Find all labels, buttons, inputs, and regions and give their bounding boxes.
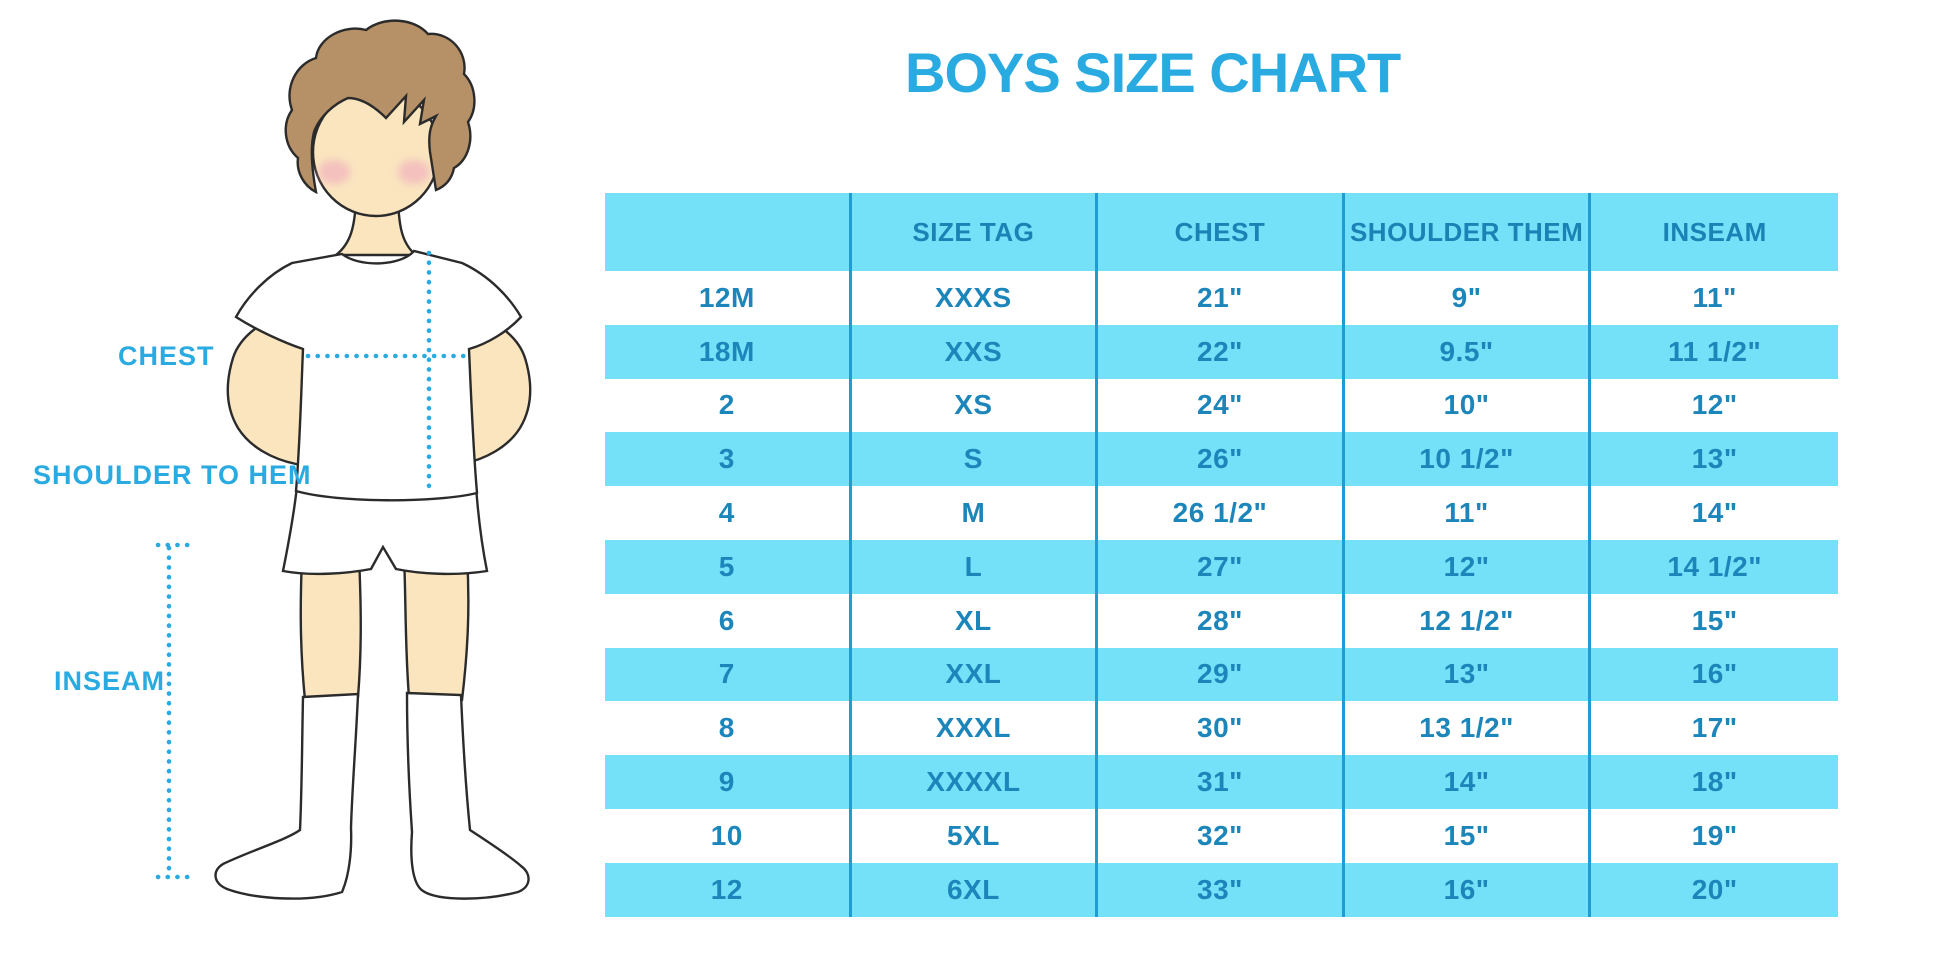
table-cell: 26" <box>1098 432 1345 487</box>
column-header <box>605 193 852 271</box>
size-table: SIZE TAG CHEST SHOULDER THEM INSEAM 12M XXXS 2… <box>605 193 1838 917</box>
table-cell: 11" <box>1692 281 1737 313</box>
table-row: 9 XXXXL 31" 14" 18" <box>605 755 1838 809</box>
table-cell: 11" <box>1345 486 1592 540</box>
table-row: 12 6XL 33" 16" 20" <box>605 862 1838 917</box>
table-cell: 16" <box>1691 658 1738 690</box>
table-cell: 18M <box>605 324 852 379</box>
table-cell: 4 <box>605 486 852 540</box>
table-cell: 18" <box>1691 766 1738 798</box>
inseam-label: INSEAM <box>54 666 166 696</box>
table-cell: 14 1/2" <box>1667 550 1762 582</box>
table-cell: 21" <box>1098 271 1345 325</box>
page-title: BOYS SIZE CHART <box>905 41 1401 104</box>
table-cell: 15" <box>1691 604 1738 636</box>
table-row: 3 S 26" 10 1/2" 13" <box>605 432 1838 487</box>
right-sock <box>405 691 530 900</box>
table-cell: 9 <box>605 755 852 809</box>
table-cell: S <box>852 432 1099 487</box>
table-cell: 13" <box>1345 647 1592 702</box>
table-cell: 20" <box>1691 873 1738 905</box>
table-cell: L <box>852 539 1099 594</box>
table-cell: 12" <box>1345 539 1592 594</box>
table-cell: 27" <box>1098 539 1345 594</box>
table-cell: 24" <box>1098 378 1345 433</box>
table-row: 6 XL 28" 12 1/2" 15" <box>605 593 1838 648</box>
table-cell: 6XL <box>852 862 1099 917</box>
table-row: 8 XXXL 30" 13 1/2" 17" <box>605 701 1838 756</box>
table-cell: XL <box>852 593 1099 648</box>
table-cell: XXXXL <box>852 755 1099 809</box>
table-row: 2 XS 24" 10" 12" <box>605 378 1838 433</box>
table-cell: 9" <box>1345 271 1592 325</box>
table-cell: XXS <box>852 324 1099 379</box>
table-cell: XS <box>852 378 1099 433</box>
table-cell: XXXL <box>852 701 1099 756</box>
table-cell: 17" <box>1691 712 1738 744</box>
table-cell: 11 1/2" <box>1668 335 1762 367</box>
chest-label: CHEST <box>118 341 215 371</box>
boy-figure <box>214 19 532 900</box>
table-cell: 22" <box>1098 324 1345 379</box>
table-cell: 19" <box>1691 819 1738 851</box>
table-row: 10 5XL 32" 15" 19" <box>605 808 1838 863</box>
table-cell: 10 <box>605 808 852 863</box>
table-cell: 12 1/2" <box>1345 593 1592 648</box>
table-cell: 5 <box>605 539 852 594</box>
table-cell: XXXS <box>852 271 1099 325</box>
right-cheek-blush <box>398 160 430 184</box>
table-cell: 26 1/2" <box>1098 486 1345 540</box>
table-header-row: SIZE TAG CHEST SHOULDER THEM INSEAM <box>605 193 1838 271</box>
measurement-guides <box>155 250 468 880</box>
table-cell: 28" <box>1098 593 1345 648</box>
table-cell: 10 1/2" <box>1345 432 1592 487</box>
table-cell: 12 <box>605 862 852 917</box>
column-header: SIZE TAG <box>852 193 1099 271</box>
boy-illustration <box>155 19 532 900</box>
shoulder-to-hem-label: SHOULDER TO HEM <box>33 460 312 490</box>
table-cell: 16" <box>1345 862 1592 917</box>
column-header: SHOULDER THEM <box>1345 193 1592 271</box>
table-cell: 13 1/2" <box>1345 701 1592 756</box>
table-cell: 14" <box>1345 755 1592 809</box>
table-cell: 31" <box>1098 755 1345 809</box>
table-row: 5 L 27" 12" 14 1/2" <box>605 539 1838 594</box>
hair <box>284 19 476 195</box>
table-row: 18M XXS 22" 9.5" 11 1/2" <box>605 324 1838 379</box>
table-cell: 14" <box>1691 497 1738 529</box>
table-cell: 32" <box>1098 808 1345 863</box>
table-cell: 2 <box>605 378 852 433</box>
left-sock <box>214 692 360 900</box>
column-header: CHEST <box>1098 193 1345 271</box>
left-cheek-blush <box>318 160 350 184</box>
column-header: INSEAM <box>1662 216 1767 247</box>
right-leg <box>402 554 470 702</box>
table-cell: 33" <box>1098 862 1345 917</box>
table-cell: 8 <box>605 701 852 756</box>
table-cell: 15" <box>1345 808 1592 863</box>
table-cell: 9.5" <box>1345 324 1592 379</box>
table-cell: 10" <box>1345 378 1592 433</box>
left-leg <box>299 554 362 702</box>
table-row: 4 M 26 1/2" 11" 14" <box>605 486 1838 540</box>
table-cell: 3 <box>605 432 852 487</box>
table-cell: 30" <box>1098 701 1345 756</box>
table-cell: 12M <box>605 271 852 325</box>
table-cell: 29" <box>1098 647 1345 702</box>
table-row: 7 XXL 29" 13" 16" <box>605 647 1838 702</box>
table-cell: M <box>852 486 1099 540</box>
table-cell: 5XL <box>852 808 1099 863</box>
table-cell: 12" <box>1691 389 1738 421</box>
table-row: 12M XXXS 21" 9" 11" <box>605 271 1838 325</box>
table-cell: XXL <box>852 647 1099 702</box>
table-cell: 7 <box>605 647 852 702</box>
table-cell: 13" <box>1691 443 1738 475</box>
table-cell: 6 <box>605 593 852 648</box>
t-shirt <box>234 249 523 502</box>
